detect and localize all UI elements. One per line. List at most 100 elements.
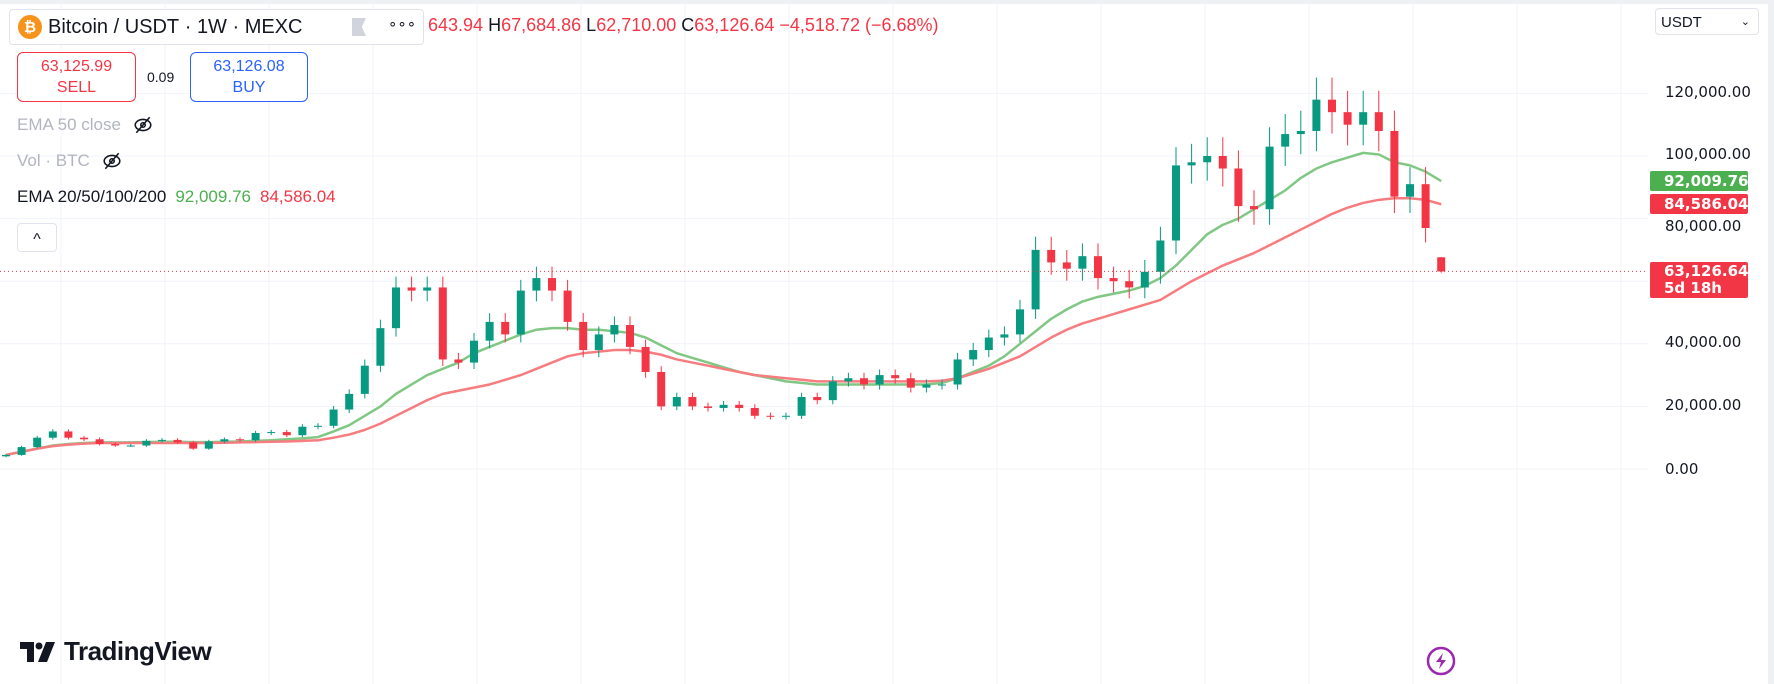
eye-crossed-icon[interactable] <box>102 151 122 171</box>
high-label: H <box>488 15 502 35</box>
tradingview-logo[interactable]: TradingView <box>20 636 212 667</box>
candle <box>750 404 759 419</box>
candle-body <box>423 287 432 291</box>
symbol-name: Bitcoin / USDT <box>48 15 180 38</box>
candle <box>329 405 338 429</box>
candle-body <box>657 371 666 407</box>
indicator-ema-multi[interactable]: EMA 20/50/100/200 92,009.76 84,586.04 <box>17 187 336 207</box>
candle <box>548 266 556 302</box>
candle <box>298 424 307 438</box>
candle-body <box>236 439 244 441</box>
candle-body <box>782 415 790 417</box>
candle-body <box>532 278 541 291</box>
interval[interactable]: 1W <box>196 15 227 38</box>
eye-crossed-icon[interactable] <box>133 115 153 135</box>
candle <box>1359 90 1368 146</box>
candle <box>2 454 10 458</box>
candle-body <box>438 287 447 360</box>
candle <box>1421 167 1430 243</box>
buy-button[interactable]: 63,126.08 BUY <box>190 52 308 102</box>
candle-body <box>454 359 463 363</box>
candle <box>1296 110 1305 155</box>
last-price: 63,126.64 <box>1664 262 1749 280</box>
candle-body <box>704 406 712 408</box>
candle-body <box>891 375 900 379</box>
candle-body <box>1016 309 1024 335</box>
ema-red-price-tag: 84,586.04 <box>1650 194 1748 214</box>
more-button[interactable]: ∘∘∘ <box>388 16 417 33</box>
candle-body <box>376 328 385 366</box>
candle <box>1374 90 1383 152</box>
candle <box>610 316 619 343</box>
candle <box>173 438 182 444</box>
candle <box>875 369 884 390</box>
candle-body <box>969 350 978 360</box>
candle-body <box>1296 130 1305 135</box>
candle-body <box>1125 281 1134 288</box>
y-tick: 0.00 <box>1665 460 1699 478</box>
candle-body <box>48 431 57 438</box>
indicator-ema50[interactable]: EMA 50 close <box>17 115 153 135</box>
candle-body <box>938 384 946 386</box>
lightning-icon[interactable] <box>1426 646 1456 676</box>
candle-body <box>1328 99 1336 113</box>
ohlc-readout: 643.94 H67,684.86 L62,710.00 C63,126.64 … <box>428 15 939 36</box>
candle-body <box>329 409 338 426</box>
last-price-tag: 63,126.64 5d 18h <box>1650 262 1748 298</box>
candle-body <box>80 437 88 440</box>
candle-body <box>1234 168 1243 207</box>
candle <box>641 339 650 378</box>
sell-label: SELL <box>56 79 97 96</box>
candle <box>220 437 229 444</box>
candle <box>891 369 900 384</box>
candle-body <box>111 443 120 446</box>
candle <box>782 412 790 420</box>
flag-icon[interactable] <box>352 18 366 36</box>
candle <box>1250 190 1258 225</box>
candle-body <box>1109 278 1118 282</box>
candle-body <box>64 431 73 438</box>
candle <box>1125 269 1134 299</box>
sell-button[interactable]: 63,125.99 SELL <box>17 52 136 102</box>
candle <box>95 437 104 446</box>
candle <box>922 379 931 393</box>
candle-body <box>1094 256 1102 279</box>
candle-body <box>548 278 556 291</box>
candle-body <box>1078 256 1087 269</box>
bar-countdown: 5d 18h <box>1664 279 1722 297</box>
candle <box>906 372 915 393</box>
candle <box>532 266 541 302</box>
currency-select[interactable]: USDT ⌄ <box>1655 8 1759 35</box>
candle-body <box>626 325 634 347</box>
candle-body <box>204 441 213 449</box>
candle-body <box>1437 257 1446 272</box>
candle <box>1437 257 1446 273</box>
candle-body <box>1250 206 1258 210</box>
ema-green-price-tag: 92,009.76 <box>1650 171 1748 191</box>
candle-body <box>2 454 10 457</box>
sell-price: 63,125.99 <box>40 58 113 75</box>
candle-body <box>579 321 588 351</box>
candle-body <box>766 415 775 417</box>
candle <box>657 366 666 411</box>
candle <box>158 438 166 443</box>
candle <box>688 392 697 411</box>
candle <box>282 429 291 438</box>
candle-body <box>1140 271 1149 288</box>
candle-body <box>126 445 135 447</box>
candle <box>1172 147 1180 255</box>
candle <box>485 313 494 349</box>
candle-body <box>360 365 369 394</box>
candle <box>860 372 868 390</box>
candle <box>1234 150 1243 222</box>
collapse-legend-button[interactable]: ^ <box>17 223 57 252</box>
indicator-volume[interactable]: Vol · BTC <box>17 151 122 171</box>
y-tick: 40,000.00 <box>1665 333 1742 351</box>
candle-body <box>1265 146 1274 210</box>
candle-body <box>641 346 650 372</box>
candle <box>953 352 962 390</box>
candle <box>1406 167 1414 214</box>
candle-body <box>906 378 915 388</box>
candle-body <box>563 290 572 322</box>
